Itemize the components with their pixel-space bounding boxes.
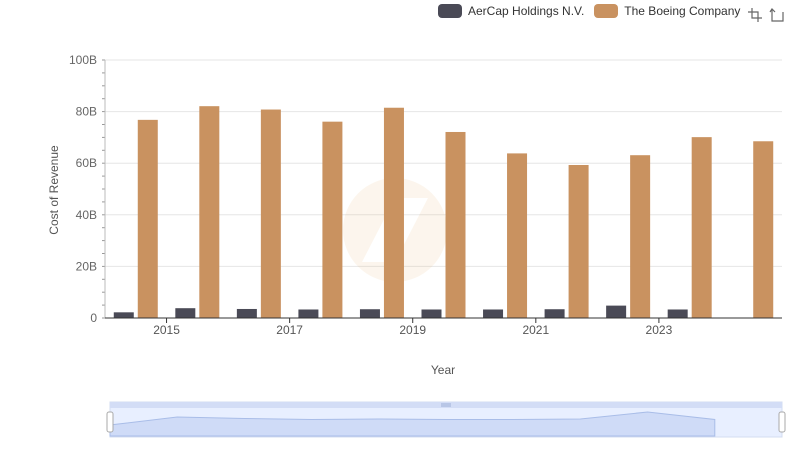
zoom-reset-icon[interactable] — [768, 6, 786, 24]
y-tick-label: 60B — [76, 156, 97, 170]
y-tick-label: 20B — [76, 259, 97, 273]
bar-boeing-2015[interactable] — [199, 106, 220, 318]
y-tick-label: 80B — [76, 105, 97, 119]
data-zoom-slider[interactable] — [106, 401, 786, 438]
y-axis: 0 20B 40B 60B 80B 100B — [69, 53, 106, 325]
slider-drag-grip[interactable] — [441, 403, 451, 407]
x-axis: 2015 2017 2019 2021 2023 — [105, 317, 782, 337]
zoom-select-icon[interactable] — [746, 6, 764, 24]
bar-boeing-2020[interactable] — [507, 153, 528, 318]
legend-swatch-aercap — [438, 4, 462, 18]
bar-boeing-2019[interactable] — [445, 131, 466, 318]
y-tick-label: 100B — [69, 53, 97, 67]
bar-boeing-2014[interactable] — [137, 119, 158, 318]
legend-swatch-boeing — [594, 4, 619, 18]
toolbox — [746, 6, 790, 24]
x-tick-label: 2021 — [522, 323, 549, 337]
y-tick-label: 40B — [76, 208, 97, 222]
bar-boeing-2016[interactable] — [260, 109, 281, 318]
bar-aercap-2022[interactable] — [606, 305, 627, 318]
y-tick-label: 0 — [90, 311, 97, 325]
slider-handle-left[interactable] — [106, 411, 114, 433]
legend-label-aercap: AerCap Holdings N.V. — [468, 4, 585, 18]
slider-preview-area — [109, 411, 716, 437]
bar-boeing-2022[interactable] — [630, 155, 651, 318]
bar-aercap-2021[interactable] — [544, 309, 565, 318]
bar-aercap-2014[interactable] — [113, 312, 134, 318]
bar-boeing-2017[interactable] — [322, 121, 343, 318]
bar-aercap-2018[interactable] — [359, 309, 380, 318]
x-tick-label: 2015 — [153, 323, 180, 337]
bar-aercap-2017[interactable] — [298, 309, 319, 318]
bars — [113, 106, 774, 318]
bar-aercap-2019[interactable] — [421, 309, 442, 318]
bar-boeing-2018[interactable] — [383, 107, 404, 318]
y-axis-label: Cost of Revenue — [47, 145, 61, 235]
x-tick-label: 2019 — [399, 323, 426, 337]
x-tick-label: 2017 — [276, 323, 303, 337]
bar-aercap-2023[interactable] — [667, 309, 688, 318]
x-axis-label: Year — [431, 363, 455, 377]
bar-boeing-2021[interactable] — [568, 165, 589, 318]
bar-boeing-2024[interactable] — [753, 141, 774, 318]
legend: AerCap Holdings N.V. The Boeing Company — [438, 4, 750, 18]
bar-aercap-2020[interactable] — [483, 309, 504, 318]
bar-aercap-2015[interactable] — [175, 308, 196, 318]
bar-aercap-2016[interactable] — [236, 308, 257, 318]
slider-handle-right[interactable] — [778, 411, 786, 433]
legend-item-boeing[interactable]: The Boeing Company — [594, 4, 740, 18]
x-tick-label: 2023 — [646, 323, 673, 337]
legend-item-aercap[interactable]: AerCap Holdings N.V. — [438, 4, 584, 18]
legend-label-boeing: The Boeing Company — [624, 4, 741, 18]
bar-boeing-2023[interactable] — [691, 137, 712, 318]
